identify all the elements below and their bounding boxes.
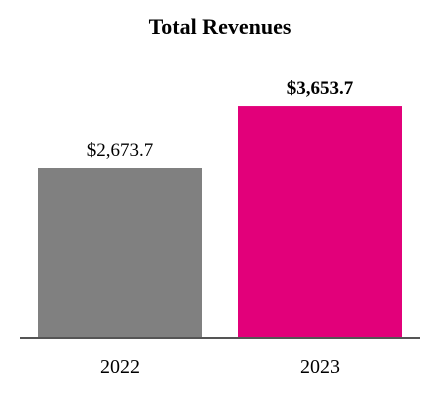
bar-2023 xyxy=(238,106,402,337)
bar-2022 xyxy=(38,168,202,337)
chart-title: Total Revenues xyxy=(148,14,292,39)
x-tick-label-2022: 2022 xyxy=(100,356,140,378)
x-tick-label-2023: 2023 xyxy=(300,356,340,378)
value-label-2022: $2,673.7 xyxy=(87,140,154,161)
value-label-2023: $3,653.7 xyxy=(287,78,354,99)
